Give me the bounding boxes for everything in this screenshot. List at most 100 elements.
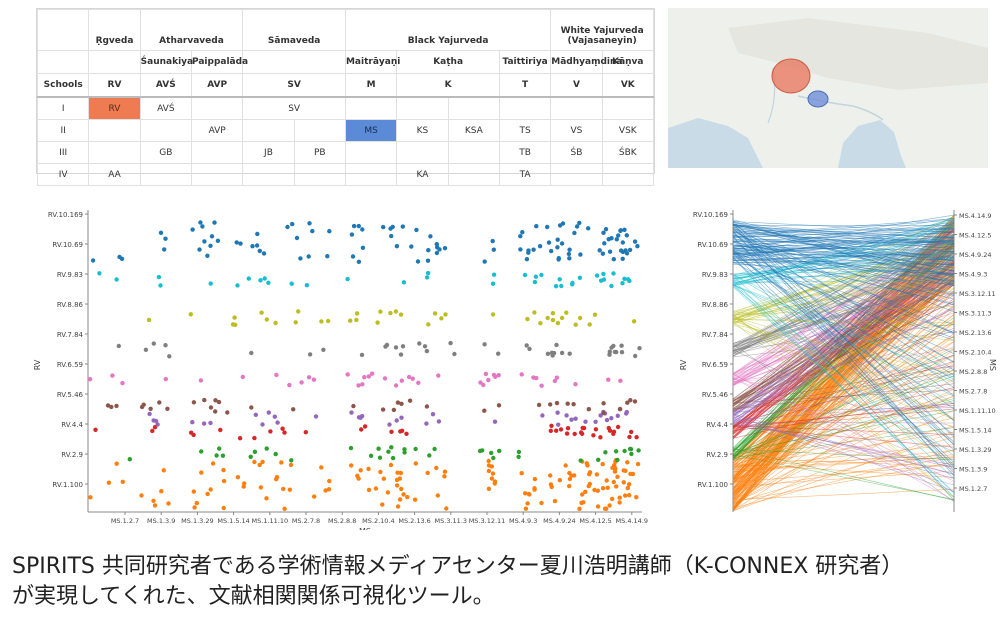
scatter-point[interactable]: [482, 408, 487, 413]
scatter-point[interactable]: [620, 256, 625, 261]
scatter-point[interactable]: [157, 400, 162, 405]
scatter-point[interactable]: [218, 427, 223, 433]
scatter-point[interactable]: [425, 270, 431, 276]
scatter-point[interactable]: [235, 283, 240, 288]
scatter-point[interactable]: [624, 233, 629, 238]
scatter-point[interactable]: [602, 506, 608, 511]
scatter-point[interactable]: [417, 341, 422, 346]
table-cell[interactable]: [344, 96, 398, 120]
scatter-point[interactable]: [448, 340, 453, 346]
scatter-point[interactable]: [287, 487, 292, 492]
scatter-point[interactable]: [435, 493, 440, 498]
scatter-point[interactable]: [394, 418, 399, 423]
scatter-point[interactable]: [366, 466, 371, 472]
scatter-point[interactable]: [105, 403, 111, 408]
scatter-point[interactable]: [294, 235, 300, 241]
scatter-point[interactable]: [382, 376, 388, 381]
scatter-point[interactable]: [604, 478, 609, 483]
scatter-point[interactable]: [573, 416, 578, 421]
scatter-point[interactable]: [491, 455, 496, 461]
scatter-point[interactable]: [237, 436, 243, 441]
scatter-point[interactable]: [139, 493, 144, 498]
scatter-point[interactable]: [555, 245, 560, 250]
scatter-point[interactable]: [625, 277, 631, 282]
table-cell[interactable]: ŚBK: [601, 141, 655, 164]
scatter-point[interactable]: [120, 380, 125, 386]
scatter-point[interactable]: [554, 428, 559, 433]
scatter-point[interactable]: [259, 310, 264, 315]
scatter-point[interactable]: [143, 347, 149, 352]
scatter-point[interactable]: [629, 451, 634, 457]
table-cell[interactable]: [190, 141, 244, 164]
scatter-point[interactable]: [482, 259, 487, 264]
scatter-point[interactable]: [214, 453, 219, 458]
scatter-point[interactable]: [388, 310, 393, 316]
scatter-point[interactable]: [288, 462, 294, 468]
scatter-point[interactable]: [273, 451, 278, 457]
scatter-point[interactable]: [552, 498, 558, 504]
scatter-point[interactable]: [486, 458, 491, 464]
scatter-point[interactable]: [424, 275, 430, 280]
scatter-point[interactable]: [354, 311, 360, 316]
scatter-point[interactable]: [376, 446, 381, 451]
scatter-point[interactable]: [404, 431, 409, 436]
scatter-point[interactable]: [437, 247, 442, 252]
scatter-point[interactable]: [625, 400, 630, 405]
scatter-point[interactable]: [490, 471, 496, 476]
scatter-point[interactable]: [490, 312, 496, 317]
scatter-point[interactable]: [400, 224, 405, 229]
scatter-point[interactable]: [516, 449, 522, 455]
map-svg[interactable]: [668, 8, 988, 168]
table-cell[interactable]: [396, 96, 449, 120]
scatter-point[interactable]: [605, 485, 610, 490]
table-cell[interactable]: [344, 163, 398, 186]
scatter-point[interactable]: [577, 506, 582, 511]
table-cell[interactable]: JB: [242, 141, 295, 164]
scatter-point[interactable]: [545, 315, 550, 321]
scatter-point[interactable]: [598, 435, 603, 440]
scatter-point[interactable]: [600, 486, 606, 491]
scatter-point[interactable]: [252, 449, 258, 454]
scatter-point[interactable]: [425, 470, 430, 476]
table-cell[interactable]: TA: [498, 163, 552, 186]
table-cell[interactable]: [447, 141, 500, 164]
scatter-point[interactable]: [90, 258, 96, 263]
table-cell[interactable]: [344, 141, 398, 164]
scatter-point[interactable]: [422, 344, 428, 349]
scatter-point[interactable]: [407, 398, 413, 403]
scatter-point[interactable]: [572, 473, 577, 478]
scatter-point[interactable]: [611, 479, 616, 485]
scatter-point[interactable]: [208, 420, 213, 426]
scatter-point[interactable]: [555, 410, 560, 415]
scatter-point[interactable]: [539, 272, 544, 278]
scatter-point[interactable]: [540, 413, 545, 418]
scatter-point[interactable]: [534, 375, 539, 381]
scatter-point[interactable]: [633, 353, 638, 359]
scatter-point[interactable]: [162, 247, 167, 252]
scatter-point[interactable]: [311, 377, 317, 382]
scatter-point[interactable]: [532, 476, 538, 482]
scatter-point[interactable]: [221, 505, 226, 511]
scatter-point[interactable]: [596, 457, 601, 462]
scatter-point[interactable]: [406, 374, 412, 380]
scatter-point[interactable]: [147, 411, 152, 417]
scatter-point[interactable]: [165, 406, 170, 411]
scatter-point[interactable]: [577, 315, 583, 321]
scatter-point[interactable]: [564, 431, 570, 436]
scatter-point[interactable]: [117, 254, 122, 260]
table-cell[interactable]: [601, 96, 655, 120]
table-cell[interactable]: [498, 96, 552, 120]
scatter-point[interactable]: [567, 247, 572, 252]
scatter-point[interactable]: [274, 475, 280, 480]
scatter-point[interactable]: [491, 247, 496, 252]
scatter-point[interactable]: [567, 351, 572, 356]
scatter-point[interactable]: [432, 446, 437, 452]
scatter-point[interactable]: [275, 420, 280, 425]
scatter-point[interactable]: [615, 474, 620, 479]
scatter-point[interactable]: [326, 487, 332, 492]
scatter-point[interactable]: [519, 471, 524, 476]
scatter-point[interactable]: [345, 276, 350, 282]
scatter-point[interactable]: [622, 227, 627, 232]
scatter-point[interactable]: [442, 469, 448, 474]
scatter-point[interactable]: [615, 424, 621, 430]
